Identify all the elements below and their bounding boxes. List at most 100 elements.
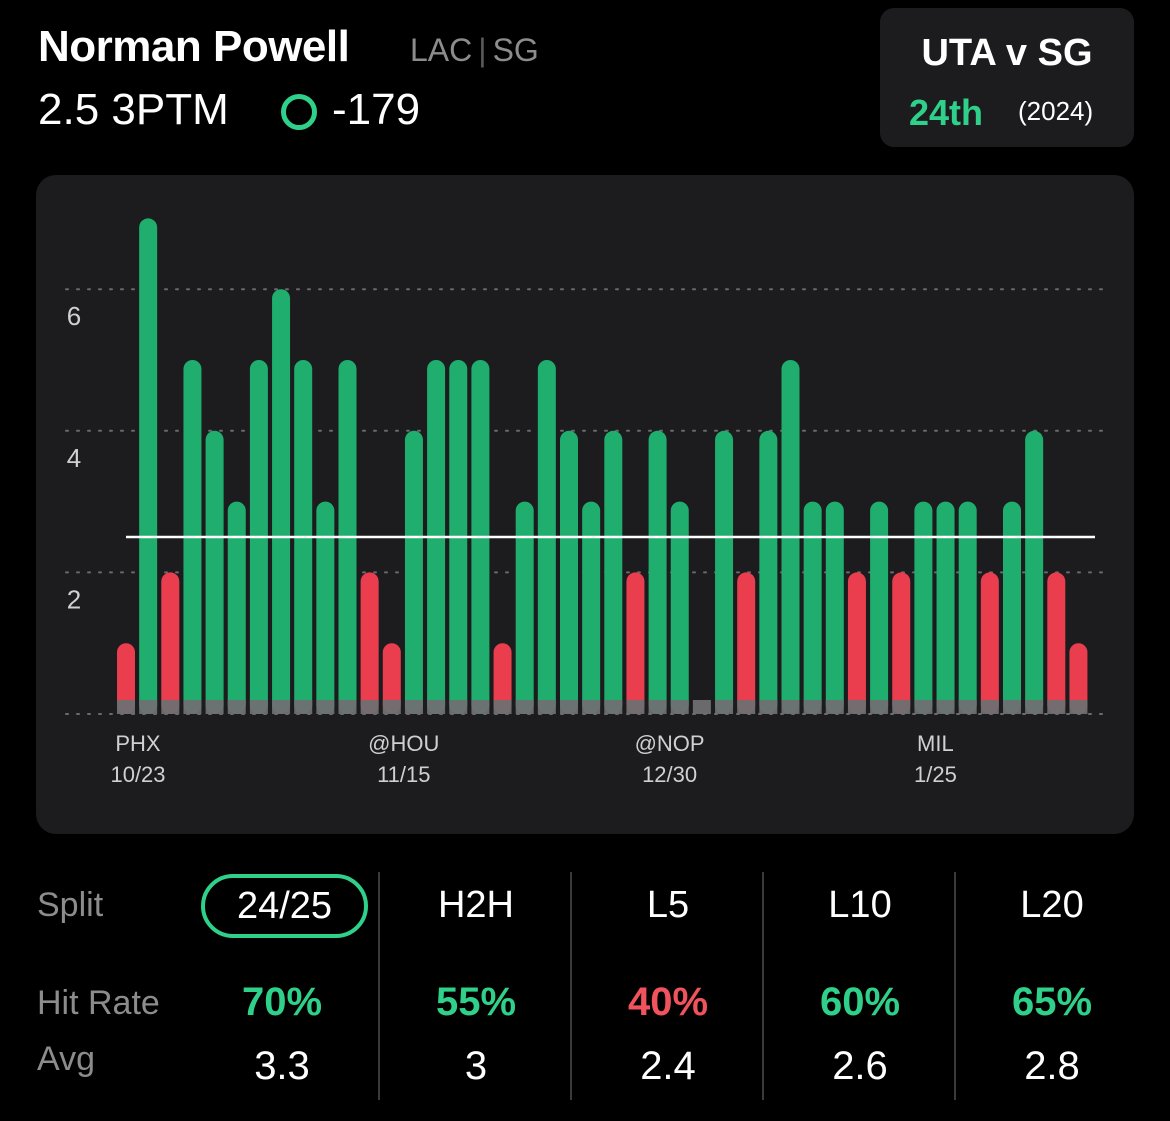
player-position: SG	[492, 32, 539, 68]
bar	[316, 501, 335, 714]
chart-card: 2 4 6 PHX 10/23 @HOU 11/15 @NOP 12/30 MIL 1/25	[36, 175, 1134, 834]
bar-base	[139, 700, 158, 714]
split-tab-l5[interactable]: L5	[646, 884, 690, 926]
bar	[980, 572, 999, 714]
bar-base	[227, 700, 246, 714]
bar-base	[582, 700, 601, 714]
bar-base	[870, 700, 889, 714]
matchup-rank: 24th	[909, 92, 984, 133]
bar	[914, 501, 933, 714]
matchup-title: UTA v SG	[921, 32, 1093, 74]
split-tab-l20[interactable]: L20	[1020, 884, 1084, 926]
bar	[648, 430, 667, 714]
bar-base	[316, 700, 335, 714]
player-name: Norman Powell	[38, 22, 350, 71]
avg-value: 3.3	[254, 1044, 310, 1088]
x-tick-opponent: @HOU	[368, 731, 439, 756]
hit-rate-value: 55%	[435, 980, 517, 1024]
bar	[1047, 572, 1066, 714]
bar-base	[692, 700, 711, 714]
x-tick-opponent: PHX	[115, 731, 161, 756]
bar-base	[205, 700, 224, 714]
bar-base	[294, 700, 313, 714]
bar-base	[1025, 700, 1044, 714]
bar-base	[427, 700, 446, 714]
y-tick-label: 4	[67, 443, 81, 473]
bar-base	[338, 700, 357, 714]
x-tick-date: 11/15	[377, 762, 430, 787]
bar-chart: 2 4 6 PHX 10/23 @HOU 11/15 @NOP 12/30 MIL 1/25	[65, 218, 1105, 787]
bar-base	[382, 700, 401, 714]
x-tick-date: 12/30	[642, 762, 697, 787]
hit-rate-value: 60%	[819, 980, 901, 1024]
bar	[582, 501, 601, 714]
bar-base	[117, 700, 135, 714]
y-tick-label: 6	[67, 301, 81, 331]
x-tick-date: 1/25	[914, 762, 957, 787]
prop-line: 2.5 3PTM	[38, 85, 229, 134]
x-tick-opponent: MIL	[917, 731, 954, 756]
bar	[759, 430, 778, 714]
bar-base	[914, 700, 933, 714]
bar-base	[360, 700, 379, 714]
matchup-card[interactable]: UTA v SG 24th (2024)	[880, 8, 1134, 147]
matchup-year: (2024)	[1018, 96, 1094, 126]
split-tab-season[interactable]: 24/25	[201, 874, 368, 938]
y-tick-label: 2	[67, 584, 81, 614]
avg-value: 2.4	[640, 1044, 696, 1088]
split-tab-h2h[interactable]: H2H	[437, 884, 515, 926]
bar-base	[892, 700, 911, 714]
split-column-season[interactable]: 24/25 70% 3.3	[186, 872, 378, 1100]
split-column-l5[interactable]: L5 40% 2.4	[570, 872, 764, 1100]
bar-base	[737, 700, 756, 714]
bar-base	[1003, 700, 1021, 714]
bar	[382, 643, 401, 714]
split-label: Split	[37, 886, 104, 924]
hit-rate-value: 40%	[627, 980, 709, 1024]
hit-rate-label: Hit Rate	[37, 984, 160, 1022]
bar-base	[759, 700, 778, 714]
bar	[803, 501, 822, 714]
bar	[892, 572, 911, 714]
bar-base	[493, 700, 512, 714]
bar-base	[648, 700, 667, 714]
bar-base	[980, 700, 999, 714]
bar	[670, 501, 689, 714]
odds-value: -179	[332, 85, 421, 134]
bar-base	[161, 700, 180, 714]
split-tab-l10[interactable]: L10	[828, 884, 892, 926]
bar	[515, 501, 534, 714]
bar-base	[936, 700, 955, 714]
bar-base	[471, 700, 490, 714]
bar	[870, 501, 889, 714]
bar	[404, 430, 423, 714]
player-team-position: LAC | SG	[410, 32, 539, 69]
bar-base	[604, 700, 623, 714]
bar	[139, 218, 158, 714]
bar-base	[249, 700, 268, 714]
bar	[936, 501, 955, 714]
bar-base	[626, 700, 645, 714]
split-column-l20[interactable]: L20 65% 2.8	[954, 872, 1148, 1100]
bar-base	[515, 700, 534, 714]
bar	[1003, 501, 1021, 714]
avg-value: 2.6	[832, 1044, 888, 1088]
split-column-h2h[interactable]: H2H 55% 3	[378, 872, 572, 1100]
bar	[737, 572, 756, 714]
split-column-l10[interactable]: L10 60% 2.6	[762, 872, 956, 1100]
bar	[117, 643, 135, 714]
bar-base	[847, 700, 866, 714]
bar	[626, 572, 645, 714]
bar-base	[1069, 700, 1088, 714]
separator: |	[478, 32, 487, 68]
hit-rate-value: 65%	[1011, 980, 1093, 1024]
bar-base	[449, 700, 468, 714]
bar	[560, 430, 578, 714]
bar-base	[560, 700, 578, 714]
bar-base	[958, 700, 977, 714]
bar	[205, 430, 224, 714]
bar	[604, 430, 623, 714]
bar-base	[825, 700, 844, 714]
x-tick-date: 10/23	[110, 762, 165, 787]
bar-base	[670, 700, 689, 714]
